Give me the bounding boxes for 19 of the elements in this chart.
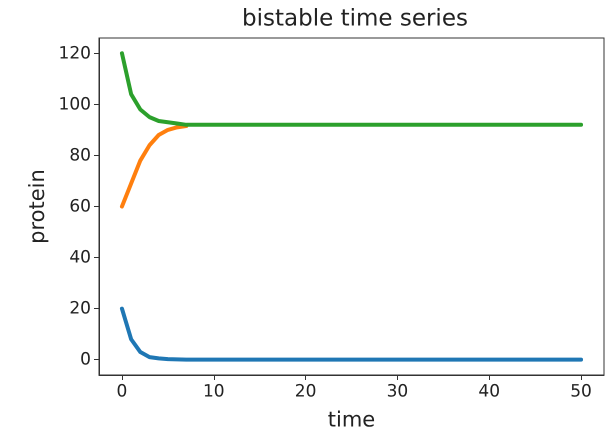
x-axis-title: time bbox=[328, 408, 376, 432]
x-tick-label: 50 bbox=[570, 382, 592, 402]
y-tick-label: 0 bbox=[80, 350, 91, 370]
chart-title: bistable time series bbox=[242, 6, 468, 32]
line-series bbox=[120, 51, 584, 127]
x-tick-label: 30 bbox=[386, 382, 408, 402]
y-tick-label: 40 bbox=[69, 248, 91, 268]
y-tick-label: 120 bbox=[58, 43, 91, 64]
y-axis-title: protein bbox=[25, 169, 50, 244]
y-tick-label: 100 bbox=[58, 94, 91, 114]
x-tick-label: 0 bbox=[116, 382, 128, 402]
line-series bbox=[120, 124, 188, 208]
y-tick-label: 60 bbox=[69, 196, 91, 216]
line-series bbox=[120, 306, 584, 362]
x-tick-label: 20 bbox=[294, 382, 316, 402]
y-tick-label: 80 bbox=[69, 145, 91, 166]
x-tick-label: 40 bbox=[478, 382, 500, 402]
y-tick-label: 20 bbox=[69, 298, 91, 319]
x-tick-label: 10 bbox=[202, 382, 225, 402]
